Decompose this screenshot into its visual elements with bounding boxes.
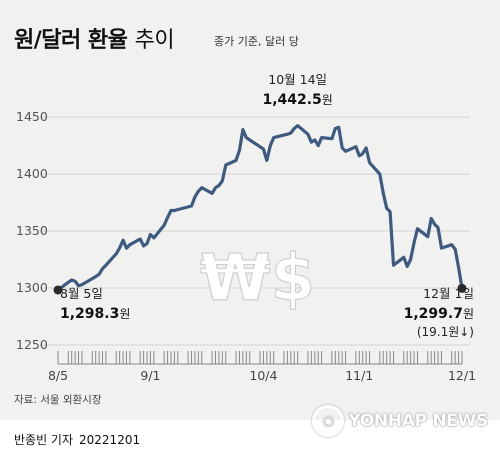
start-value-label: 1,298.3원	[60, 306, 130, 322]
y-tick-label: 1450	[16, 109, 48, 124]
x-tick-label: 12/1	[448, 368, 476, 383]
series-line	[56, 124, 464, 292]
exchange-rate-chart: ₩$ 1250 1300 1350 1400 1450 8/5 9/1 10/4 11/1 12/…	[16, 72, 476, 383]
chart-subtitle: 종가 기준, 달러 당	[214, 35, 299, 48]
peak-date-label: 10월 14일	[268, 72, 327, 87]
end-date-label: 12월 1일	[423, 286, 474, 301]
y-tick-label: 1300	[16, 280, 48, 295]
x-tick-label: 8/5	[48, 368, 68, 383]
reporter-name: 반종빈 기자	[14, 433, 74, 447]
x-tick-label: 11/1	[345, 368, 373, 383]
start-date-label: 8월 5일	[60, 286, 103, 301]
y-tick-label: 1250	[16, 337, 48, 352]
start-point-marker	[53, 285, 63, 295]
graphic-code: 20221201	[79, 433, 141, 447]
end-point-marker	[457, 283, 467, 293]
peak-value-label: 1,442.5원	[262, 92, 332, 108]
yonhap-logo-icon: ◉	[312, 405, 345, 437]
chart-title: 원/달러 환율 추이	[14, 28, 175, 53]
y-tick-label: 1400	[16, 166, 48, 181]
x-tick-label: 10/4	[249, 368, 277, 383]
yonhap-logo-text: YONHAP NEWS	[348, 411, 488, 431]
chart-panel	[0, 0, 500, 420]
end-value-label: 1,299.7원	[404, 306, 474, 322]
credit: 반종빈 기자 20221201	[14, 431, 140, 448]
x-tick-label: 9/1	[140, 368, 160, 383]
source-note: 자료: 서울 외환시장	[14, 394, 102, 406]
currency-watermark: ₩$	[200, 242, 315, 316]
end-change-label: (19.1원↓)	[417, 325, 474, 339]
yonhap-logo: ◉ YONHAP NEWS	[312, 405, 488, 437]
y-tick-label: 1350	[16, 223, 48, 238]
